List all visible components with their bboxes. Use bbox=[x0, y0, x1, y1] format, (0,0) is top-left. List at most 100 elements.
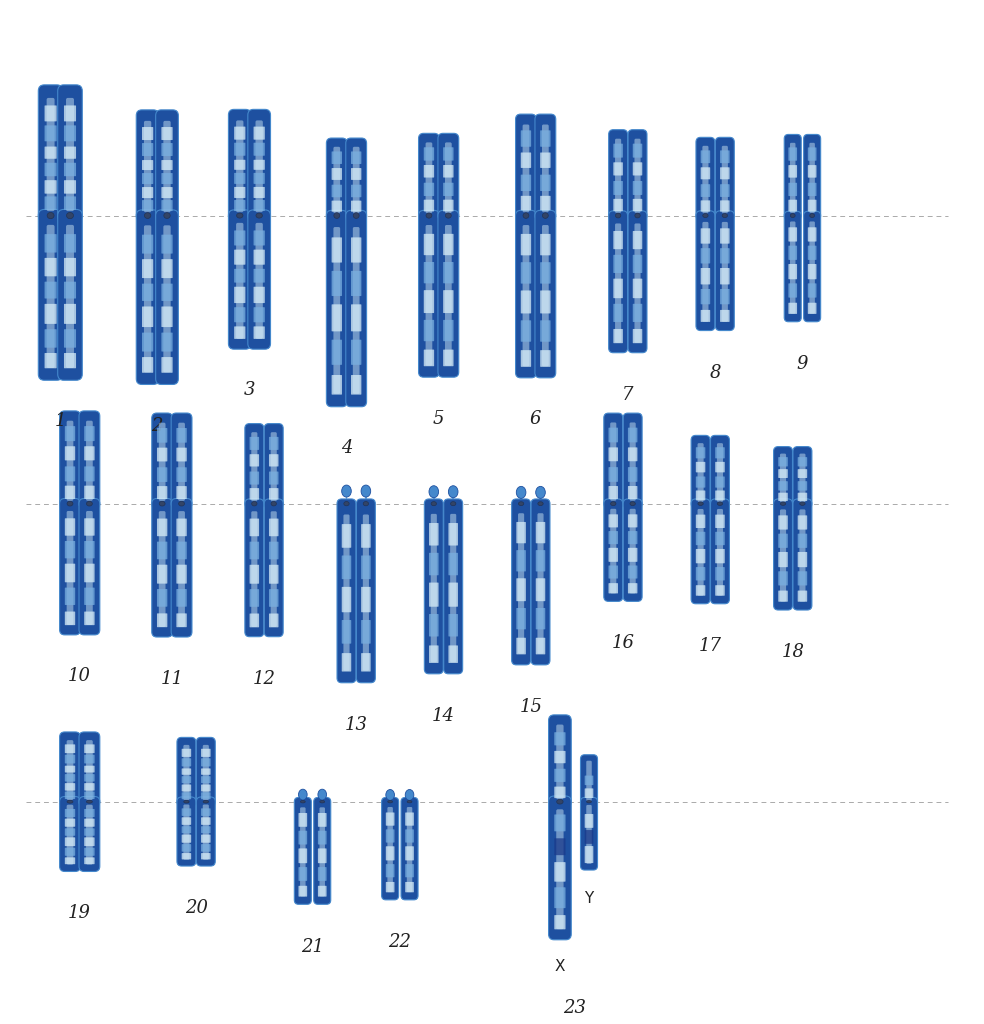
FancyBboxPatch shape bbox=[426, 225, 432, 366]
FancyBboxPatch shape bbox=[60, 732, 81, 807]
FancyBboxPatch shape bbox=[248, 110, 271, 221]
FancyBboxPatch shape bbox=[65, 809, 75, 817]
FancyBboxPatch shape bbox=[250, 488, 259, 500]
FancyBboxPatch shape bbox=[142, 173, 154, 184]
FancyBboxPatch shape bbox=[161, 173, 172, 184]
FancyBboxPatch shape bbox=[269, 613, 278, 628]
FancyBboxPatch shape bbox=[85, 466, 94, 481]
FancyBboxPatch shape bbox=[176, 542, 187, 559]
Text: 19: 19 bbox=[68, 904, 92, 922]
FancyBboxPatch shape bbox=[197, 797, 215, 866]
FancyBboxPatch shape bbox=[701, 201, 710, 212]
FancyBboxPatch shape bbox=[269, 589, 278, 607]
FancyBboxPatch shape bbox=[44, 197, 57, 210]
FancyBboxPatch shape bbox=[142, 187, 154, 198]
FancyBboxPatch shape bbox=[531, 499, 550, 665]
FancyBboxPatch shape bbox=[38, 85, 63, 222]
Ellipse shape bbox=[361, 485, 371, 497]
FancyBboxPatch shape bbox=[808, 246, 817, 260]
FancyBboxPatch shape bbox=[177, 797, 196, 866]
FancyBboxPatch shape bbox=[720, 151, 729, 163]
FancyBboxPatch shape bbox=[715, 531, 725, 545]
FancyBboxPatch shape bbox=[790, 221, 795, 313]
FancyBboxPatch shape bbox=[449, 523, 458, 546]
FancyBboxPatch shape bbox=[438, 133, 459, 221]
FancyBboxPatch shape bbox=[298, 813, 307, 826]
FancyBboxPatch shape bbox=[521, 262, 531, 284]
FancyBboxPatch shape bbox=[804, 134, 821, 220]
FancyBboxPatch shape bbox=[715, 462, 725, 472]
FancyBboxPatch shape bbox=[720, 184, 729, 197]
FancyBboxPatch shape bbox=[254, 287, 265, 303]
FancyBboxPatch shape bbox=[450, 514, 457, 663]
FancyBboxPatch shape bbox=[808, 264, 817, 280]
FancyBboxPatch shape bbox=[327, 138, 347, 221]
FancyBboxPatch shape bbox=[535, 210, 556, 378]
FancyBboxPatch shape bbox=[701, 310, 710, 322]
FancyBboxPatch shape bbox=[142, 357, 154, 373]
FancyBboxPatch shape bbox=[65, 848, 75, 856]
FancyBboxPatch shape bbox=[405, 882, 414, 892]
FancyBboxPatch shape bbox=[788, 264, 797, 280]
FancyBboxPatch shape bbox=[584, 814, 593, 827]
Ellipse shape bbox=[557, 800, 563, 804]
FancyBboxPatch shape bbox=[701, 184, 710, 197]
FancyBboxPatch shape bbox=[250, 565, 259, 584]
FancyBboxPatch shape bbox=[176, 467, 187, 482]
FancyBboxPatch shape bbox=[85, 828, 94, 836]
FancyBboxPatch shape bbox=[44, 282, 57, 299]
FancyBboxPatch shape bbox=[540, 321, 550, 342]
Ellipse shape bbox=[163, 213, 170, 218]
FancyBboxPatch shape bbox=[608, 548, 618, 562]
FancyBboxPatch shape bbox=[254, 142, 265, 156]
FancyBboxPatch shape bbox=[161, 234, 172, 254]
FancyBboxPatch shape bbox=[201, 776, 211, 783]
FancyBboxPatch shape bbox=[161, 127, 172, 140]
FancyBboxPatch shape bbox=[778, 591, 788, 602]
FancyBboxPatch shape bbox=[584, 788, 593, 798]
FancyBboxPatch shape bbox=[703, 145, 708, 213]
FancyBboxPatch shape bbox=[363, 514, 369, 671]
FancyBboxPatch shape bbox=[44, 353, 57, 369]
FancyBboxPatch shape bbox=[250, 455, 259, 467]
FancyBboxPatch shape bbox=[540, 350, 550, 367]
FancyBboxPatch shape bbox=[332, 201, 342, 212]
FancyBboxPatch shape bbox=[332, 340, 342, 365]
FancyBboxPatch shape bbox=[64, 125, 76, 141]
FancyBboxPatch shape bbox=[254, 230, 265, 246]
FancyBboxPatch shape bbox=[720, 248, 729, 263]
FancyBboxPatch shape bbox=[332, 238, 342, 262]
FancyBboxPatch shape bbox=[628, 514, 638, 527]
FancyBboxPatch shape bbox=[548, 796, 572, 940]
FancyBboxPatch shape bbox=[540, 233, 550, 255]
FancyBboxPatch shape bbox=[142, 143, 154, 156]
Ellipse shape bbox=[145, 213, 151, 218]
FancyBboxPatch shape bbox=[613, 143, 623, 158]
FancyBboxPatch shape bbox=[44, 163, 57, 176]
FancyBboxPatch shape bbox=[351, 152, 361, 164]
FancyBboxPatch shape bbox=[65, 466, 75, 481]
Ellipse shape bbox=[341, 485, 351, 497]
FancyBboxPatch shape bbox=[424, 290, 434, 313]
FancyBboxPatch shape bbox=[178, 423, 185, 501]
FancyBboxPatch shape bbox=[418, 133, 439, 221]
FancyBboxPatch shape bbox=[271, 511, 277, 627]
FancyBboxPatch shape bbox=[424, 147, 434, 161]
FancyBboxPatch shape bbox=[44, 180, 57, 194]
FancyBboxPatch shape bbox=[64, 330, 76, 348]
FancyBboxPatch shape bbox=[361, 653, 371, 672]
FancyBboxPatch shape bbox=[176, 518, 187, 537]
FancyBboxPatch shape bbox=[332, 152, 342, 164]
FancyBboxPatch shape bbox=[696, 531, 706, 545]
FancyBboxPatch shape bbox=[808, 303, 817, 314]
FancyBboxPatch shape bbox=[635, 223, 641, 343]
FancyBboxPatch shape bbox=[630, 423, 636, 501]
FancyBboxPatch shape bbox=[773, 499, 792, 610]
Ellipse shape bbox=[538, 502, 543, 506]
FancyBboxPatch shape bbox=[182, 853, 191, 859]
FancyBboxPatch shape bbox=[176, 589, 187, 606]
Text: X: X bbox=[555, 958, 565, 974]
FancyBboxPatch shape bbox=[44, 304, 57, 324]
FancyBboxPatch shape bbox=[554, 769, 566, 782]
FancyBboxPatch shape bbox=[345, 138, 367, 221]
